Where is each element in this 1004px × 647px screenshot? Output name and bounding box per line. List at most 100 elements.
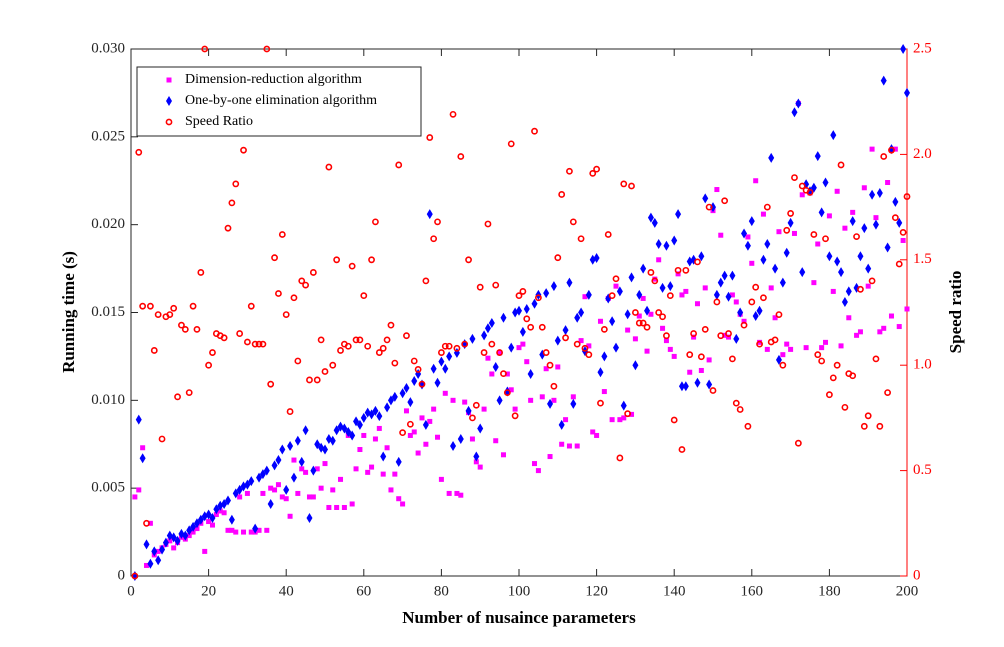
point [621,415,627,421]
point [791,174,798,181]
point [259,340,267,348]
point [671,353,677,359]
point [290,294,298,302]
point [740,321,748,329]
point [167,538,173,544]
point [538,323,546,331]
point [348,262,356,270]
point [757,339,763,345]
point [489,371,495,377]
point [683,288,689,294]
point [794,439,802,447]
point [729,292,735,298]
point [158,435,166,443]
point [651,277,659,285]
point [725,291,732,302]
point [860,422,868,430]
y2-tick-label: 2.0 [913,146,932,162]
point [353,466,359,472]
point [365,469,371,475]
point [861,185,867,191]
point [713,289,720,300]
point [694,301,700,307]
point [209,522,215,528]
point [508,342,515,353]
point [484,323,491,334]
point [481,406,487,412]
point [306,494,312,500]
point [213,512,219,518]
y-axis-label: Running time (s) [59,251,78,373]
point [566,443,572,449]
point [528,397,534,403]
point [640,295,646,301]
point [410,357,418,365]
point [594,432,600,438]
point [632,360,639,371]
point [608,292,616,300]
y2-tick-label: 1.5 [913,251,932,267]
x-tick-label: 0 [127,583,135,599]
point [752,283,760,291]
point [744,422,752,430]
point [756,305,763,316]
point [648,311,654,317]
point [435,434,441,440]
point [854,332,860,338]
point [706,357,712,363]
point [392,471,398,477]
point [818,357,826,365]
point [462,399,468,405]
point [520,341,526,347]
point [798,182,806,190]
point [287,441,294,452]
point [516,305,522,316]
point [578,307,585,318]
point [275,482,281,488]
point [771,336,779,344]
point [287,513,293,519]
point [872,219,879,230]
point [426,209,433,220]
point [256,527,262,533]
point [833,361,841,369]
point [616,454,624,462]
legend-box [136,66,422,137]
point [267,498,274,509]
point [660,325,666,331]
point [590,429,596,435]
point [834,256,841,267]
point [760,294,767,302]
point [298,456,305,467]
point [710,202,716,213]
point [806,188,814,196]
point [391,391,398,402]
point [453,344,461,352]
point [500,370,507,378]
point [830,130,837,141]
point [135,148,143,156]
point [457,153,465,160]
point [241,529,247,535]
point [286,408,294,415]
y-tick-label: 0 [118,567,126,583]
point [406,420,414,428]
point [632,336,638,342]
point [838,267,845,278]
point [554,254,562,262]
point [732,399,740,407]
point [322,444,328,455]
point [678,446,686,453]
point [636,289,643,300]
point [829,374,837,382]
point [523,303,530,314]
y2-tick-label: 1.0 [913,357,932,373]
point [892,196,899,207]
point [706,379,713,390]
point [151,546,158,557]
point [864,412,872,420]
point [803,345,809,351]
point [822,235,829,243]
point [558,419,565,430]
point [865,283,871,289]
